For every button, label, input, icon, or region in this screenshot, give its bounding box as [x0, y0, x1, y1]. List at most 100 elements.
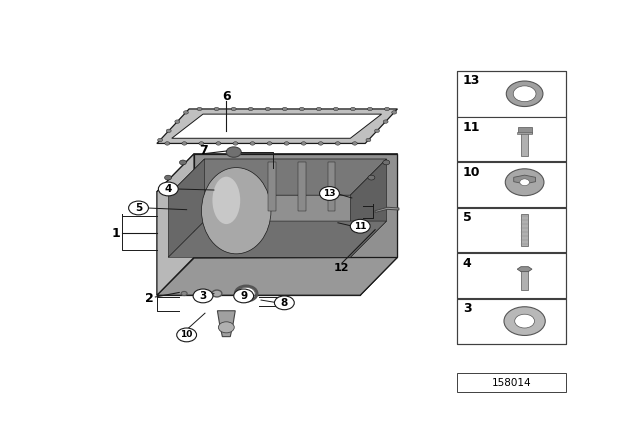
Circle shape — [158, 182, 178, 196]
Circle shape — [227, 147, 241, 157]
Circle shape — [504, 307, 545, 336]
Circle shape — [129, 201, 148, 215]
Circle shape — [316, 107, 321, 111]
Polygon shape — [269, 163, 276, 211]
Text: 11: 11 — [463, 121, 481, 134]
Circle shape — [275, 296, 294, 310]
Circle shape — [300, 107, 304, 111]
Polygon shape — [194, 154, 397, 257]
Circle shape — [250, 142, 255, 145]
Circle shape — [182, 142, 187, 145]
Circle shape — [282, 107, 287, 111]
Circle shape — [383, 120, 388, 123]
Bar — [457, 299, 566, 344]
Circle shape — [367, 107, 372, 111]
Circle shape — [351, 107, 355, 111]
Circle shape — [515, 314, 534, 328]
Circle shape — [179, 160, 186, 165]
Circle shape — [385, 107, 390, 111]
Text: 7: 7 — [198, 144, 207, 157]
Circle shape — [513, 86, 536, 102]
FancyBboxPatch shape — [457, 373, 566, 392]
Circle shape — [212, 290, 222, 297]
Circle shape — [184, 111, 188, 114]
Circle shape — [350, 220, 370, 233]
Text: 9: 9 — [240, 291, 247, 301]
Bar — [522, 270, 528, 290]
Polygon shape — [168, 221, 387, 257]
Circle shape — [392, 111, 397, 114]
Circle shape — [193, 289, 213, 303]
Polygon shape — [517, 267, 532, 271]
Polygon shape — [157, 154, 194, 295]
Circle shape — [234, 289, 253, 303]
Polygon shape — [298, 163, 306, 211]
Circle shape — [181, 292, 187, 296]
Bar — [457, 71, 566, 116]
Circle shape — [333, 107, 339, 111]
Circle shape — [301, 142, 306, 145]
Polygon shape — [375, 207, 399, 212]
Text: 5: 5 — [463, 211, 472, 224]
Circle shape — [284, 142, 289, 145]
Circle shape — [520, 179, 529, 185]
Bar — [457, 162, 566, 207]
Text: 13: 13 — [323, 189, 336, 198]
Text: 5: 5 — [135, 203, 142, 213]
Circle shape — [335, 142, 340, 145]
Ellipse shape — [212, 177, 240, 224]
Circle shape — [265, 107, 270, 111]
Circle shape — [318, 142, 323, 145]
Circle shape — [199, 142, 204, 145]
Text: 8: 8 — [281, 298, 288, 308]
Text: 13: 13 — [463, 74, 480, 87]
Bar — [521, 214, 528, 246]
Circle shape — [214, 107, 219, 111]
Text: 158014: 158014 — [492, 378, 531, 388]
Polygon shape — [360, 154, 397, 295]
Text: 12: 12 — [334, 263, 349, 273]
Polygon shape — [350, 159, 387, 257]
Circle shape — [177, 328, 196, 342]
Circle shape — [383, 160, 390, 165]
Text: 2: 2 — [145, 292, 154, 305]
Text: 1: 1 — [111, 227, 120, 240]
Circle shape — [237, 287, 255, 300]
Circle shape — [166, 129, 171, 133]
Circle shape — [366, 138, 371, 142]
Bar — [518, 127, 532, 133]
Bar — [457, 117, 566, 161]
Circle shape — [164, 175, 172, 180]
Bar — [457, 71, 566, 344]
Circle shape — [368, 175, 375, 180]
Text: 4: 4 — [463, 257, 472, 270]
Text: 3: 3 — [463, 302, 472, 315]
Bar — [457, 253, 566, 298]
Circle shape — [197, 107, 202, 111]
Circle shape — [165, 142, 170, 145]
Text: 10: 10 — [463, 165, 481, 178]
Text: 4: 4 — [164, 184, 172, 194]
Ellipse shape — [202, 168, 271, 254]
Bar — [516, 132, 532, 134]
Circle shape — [352, 142, 357, 145]
Text: 10: 10 — [180, 331, 193, 340]
Circle shape — [175, 120, 180, 123]
Polygon shape — [168, 159, 205, 257]
Polygon shape — [157, 257, 397, 295]
Polygon shape — [157, 192, 360, 295]
Circle shape — [248, 107, 253, 111]
Circle shape — [506, 81, 543, 107]
Circle shape — [374, 129, 380, 133]
Polygon shape — [157, 154, 397, 192]
Circle shape — [505, 169, 544, 196]
Circle shape — [216, 142, 221, 145]
Circle shape — [157, 138, 163, 142]
Circle shape — [218, 322, 234, 333]
Polygon shape — [172, 114, 381, 138]
Bar — [457, 207, 566, 253]
Text: 6: 6 — [222, 90, 230, 103]
Polygon shape — [168, 159, 387, 195]
Circle shape — [233, 142, 238, 145]
Circle shape — [319, 186, 339, 200]
